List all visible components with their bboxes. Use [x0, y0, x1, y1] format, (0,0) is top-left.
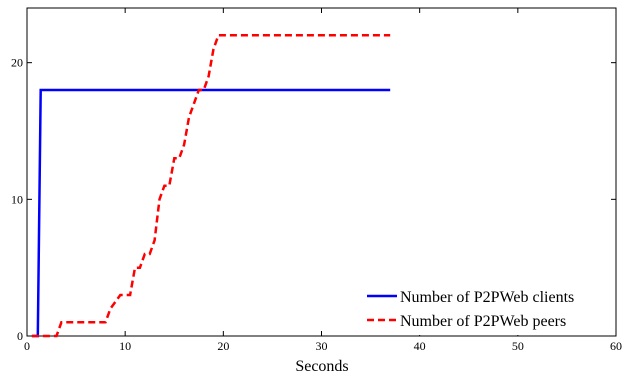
y-tick-label: 10	[11, 192, 23, 206]
legend-box	[361, 279, 615, 335]
legend: Number of P2PWeb clients Number of P2PWe…	[361, 279, 615, 335]
series-line-peers	[31, 34, 391, 338]
x-tick-label: 0	[24, 339, 30, 353]
series-line-clients	[31, 88, 391, 338]
y-tick-label: 20	[11, 56, 23, 70]
y-axis: 0 10 20	[11, 56, 616, 343]
x-tick-label: 40	[414, 339, 426, 353]
x-axis: 0 10 20 30 40 50 60	[24, 8, 622, 353]
series-layer	[31, 34, 391, 338]
legend-label-peers: Number of P2PWeb peers	[400, 313, 566, 330]
x-tick-label: 20	[217, 339, 229, 353]
y-tick-label: 0	[17, 329, 23, 343]
x-tick-label: 60	[610, 339, 622, 353]
x-axis-title: Seconds	[295, 358, 348, 374]
x-tick-label: 10	[119, 339, 131, 353]
x-tick-label: 30	[316, 339, 328, 353]
x-tick-label: 50	[512, 339, 524, 353]
legend-label-clients: Number of P2PWeb clients	[400, 289, 574, 306]
